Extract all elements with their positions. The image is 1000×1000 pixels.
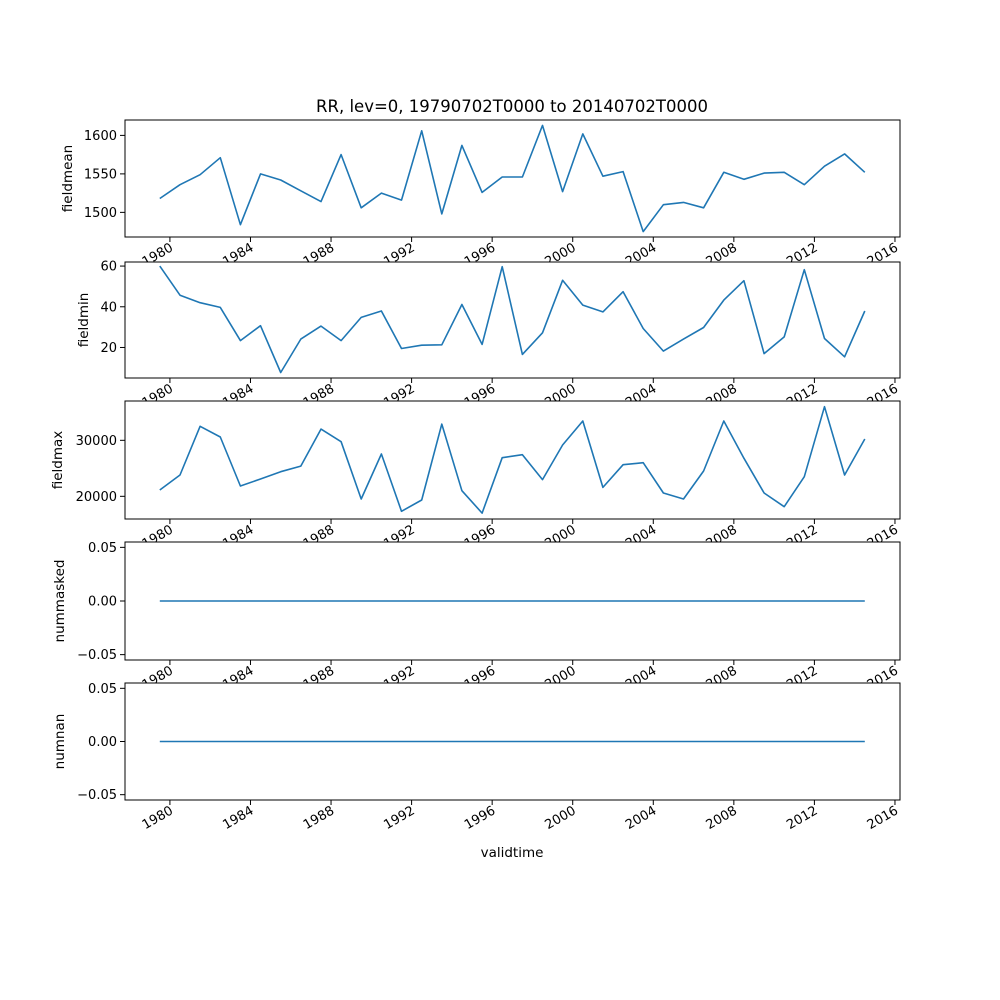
y-axis-label: numnan: [52, 714, 68, 770]
y-axis-label: fieldmean: [60, 145, 76, 212]
chart-title: RR, lev=0, 19790702T0000 to 20140702T000…: [316, 97, 708, 116]
y-tick-label: 1550: [84, 167, 117, 182]
y-tick-label: 1600: [84, 129, 117, 144]
y-axis-label: fieldmax: [50, 431, 66, 490]
y-tick-label: −0.05: [77, 648, 117, 663]
y-tick-label: 0.00: [88, 735, 117, 750]
axes-background: [125, 401, 900, 519]
y-tick-label: 0.00: [88, 595, 117, 610]
series-line-fieldmin: [159, 265, 866, 374]
y-tick-label: 30000: [76, 434, 117, 449]
y-tick-label: −0.05: [77, 788, 117, 803]
y-tick-label: 40: [100, 300, 117, 315]
y-axis-label: nummasked: [52, 560, 68, 643]
series-line-fieldmean: [159, 124, 866, 233]
series-line-fieldmax: [159, 405, 866, 514]
y-tick-label: 20: [100, 341, 117, 356]
axes-background: [125, 262, 900, 378]
x-axis-label: validtime: [481, 845, 544, 861]
axes-frame: [124, 261, 901, 379]
y-tick-label: 1500: [84, 206, 117, 221]
y-axis-label: fieldmin: [76, 293, 92, 348]
y-tick-label: 0.05: [88, 541, 117, 556]
axes-frame: [124, 119, 901, 238]
y-tick-label: 60: [100, 260, 117, 275]
y-tick-label: 0.05: [88, 682, 117, 697]
axes-background: [125, 120, 900, 237]
y-tick-label: 20000: [76, 490, 117, 505]
axes-frame: [124, 400, 901, 520]
